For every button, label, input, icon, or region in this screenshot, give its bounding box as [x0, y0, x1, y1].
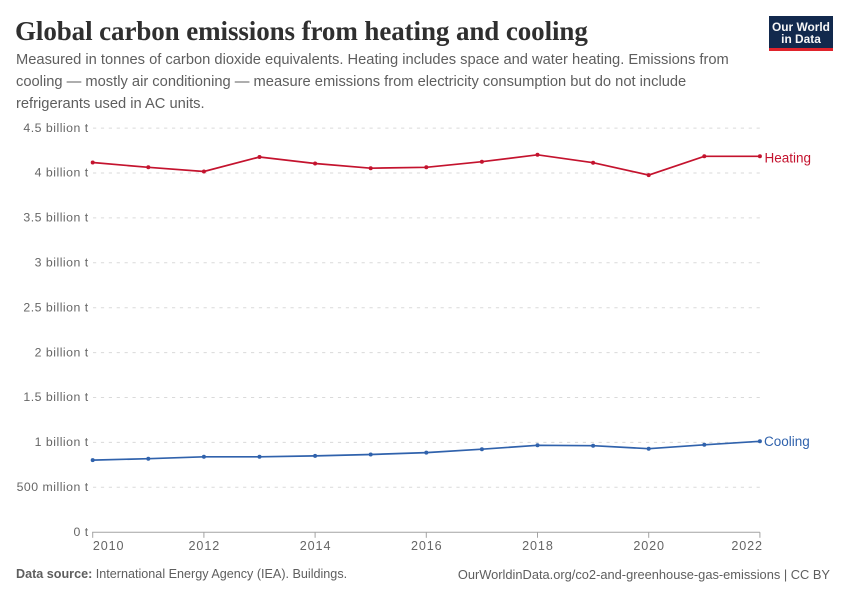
svg-text:2016: 2016: [411, 539, 443, 553]
svg-text:4 billion t: 4 billion t: [35, 166, 89, 180]
svg-text:500 million t: 500 million t: [17, 480, 89, 494]
svg-text:2010: 2010: [93, 539, 125, 553]
svg-text:2 billion t: 2 billion t: [35, 345, 89, 359]
svg-text:2012: 2012: [189, 539, 221, 553]
svg-text:Cooling: Cooling: [764, 434, 810, 449]
svg-text:2018: 2018: [522, 539, 554, 553]
svg-text:1.5 billion t: 1.5 billion t: [23, 390, 88, 404]
svg-text:2022: 2022: [731, 539, 763, 553]
svg-text:2020: 2020: [633, 539, 665, 553]
svg-text:Heating: Heating: [765, 151, 812, 166]
svg-text:0 t: 0 t: [74, 525, 89, 539]
svg-text:1 billion t: 1 billion t: [35, 435, 89, 449]
svg-text:2014: 2014: [300, 539, 332, 553]
svg-text:3 billion t: 3 billion t: [35, 256, 89, 270]
svg-text:4.5 billion t: 4.5 billion t: [23, 121, 88, 135]
svg-text:3.5 billion t: 3.5 billion t: [23, 211, 88, 225]
svg-text:2.5 billion t: 2.5 billion t: [23, 300, 88, 314]
